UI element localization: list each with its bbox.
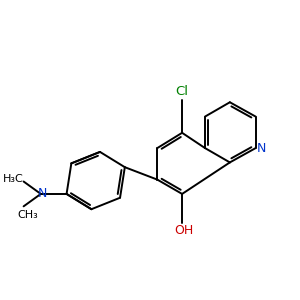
Text: H₃C: H₃C [3, 174, 24, 184]
Text: OH: OH [174, 224, 194, 238]
Text: CH₃: CH₃ [17, 210, 38, 220]
Text: N: N [38, 188, 47, 200]
Text: Cl: Cl [176, 85, 189, 98]
Text: N: N [256, 142, 266, 154]
